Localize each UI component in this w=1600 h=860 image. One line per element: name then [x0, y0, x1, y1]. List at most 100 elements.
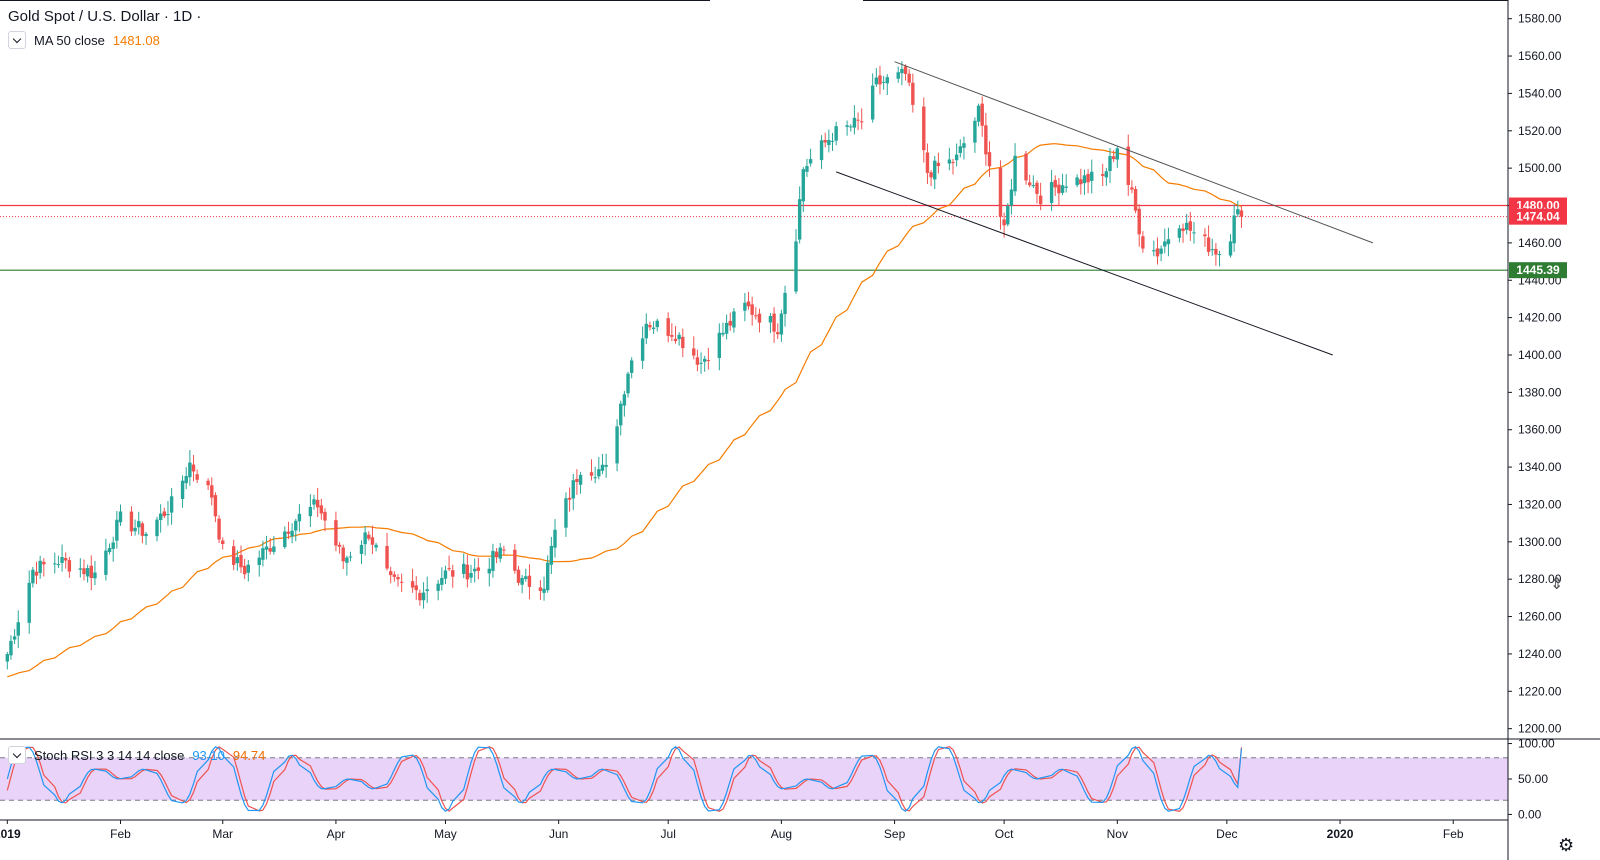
candle-body: [180, 480, 185, 499]
candle-body: [78, 568, 83, 570]
candle-body: [604, 465, 608, 467]
candle-body: [337, 544, 342, 547]
moving-average-layer: [7, 143, 1242, 678]
symbol-title[interactable]: Gold Spot / U.S. Dollar · 1D ·: [8, 8, 202, 25]
candle-body: [567, 497, 572, 500]
price-tick-label: 1260.00: [1518, 610, 1562, 624]
price-tick-label: 1560.00: [1518, 49, 1562, 63]
candle-body: [743, 302, 747, 311]
candle-body: [1177, 228, 1182, 238]
candle-body: [264, 546, 269, 550]
candle-body: [936, 162, 941, 167]
candle-body: [235, 557, 240, 564]
candle-body: [849, 126, 853, 128]
candle-body: [290, 530, 294, 537]
scale-arrows-icon[interactable]: ⇕: [1550, 576, 1564, 593]
candle-body: [797, 199, 802, 240]
candle-body: [513, 549, 517, 571]
price-tick-label: 1460.00: [1518, 236, 1562, 250]
candle-body: [571, 480, 575, 499]
candle-body: [808, 159, 813, 164]
candle-body: [396, 577, 400, 580]
axis-layer: 1200.00 1220.00 1240.00 1260.00 1280.00 1300.…: [0, 12, 1562, 841]
candle-body: [1035, 182, 1039, 194]
candle-body: [107, 548, 112, 552]
candle-body: [1053, 180, 1057, 188]
stoch-lines-layer: [6, 746, 1243, 812]
candle-body: [600, 464, 605, 471]
ma-50-line: [7, 143, 1242, 678]
candle-body: [414, 585, 418, 591]
upper-channel-line: [894, 61, 1374, 244]
candle-body: [359, 544, 364, 554]
candle-body: [242, 565, 247, 575]
candle-body: [294, 520, 298, 531]
candle-body: [392, 574, 397, 577]
candle-body: [1006, 205, 1010, 225]
candle-body: [9, 640, 13, 656]
candle-body: [856, 119, 860, 121]
price-badge-label: 1474.04: [1516, 210, 1560, 224]
candle-body: [286, 531, 291, 534]
candle-body: [319, 505, 324, 514]
candle-body: [907, 73, 911, 83]
candle-body: [998, 167, 1003, 217]
candle-body: [1163, 241, 1167, 247]
candle-body: [615, 426, 619, 464]
candle-body: [805, 166, 809, 172]
candle-body: [1108, 156, 1112, 172]
candle-body: [1130, 187, 1134, 190]
candle-body: [973, 120, 977, 143]
candle-body: [421, 592, 426, 601]
candle-body: [334, 520, 338, 546]
candle-body: [538, 587, 543, 591]
stoch-legend-label[interactable]: Stoch RSI 3 3 14 14 close: [34, 747, 185, 763]
stoch-band-fill: [0, 757, 1508, 801]
candle-body: [42, 561, 46, 565]
lower-channel-line: [835, 171, 1333, 356]
candle-body: [158, 513, 163, 521]
stoch-tick-label: 0.00: [1518, 807, 1542, 821]
candle-body: [984, 125, 988, 155]
time-tick-label: May: [434, 827, 457, 841]
candle-body: [111, 542, 115, 549]
stoch-legend-toggle-button[interactable]: [8, 746, 26, 764]
ma-legend-row: MA 50 close 1481.08: [8, 31, 160, 49]
candle-body: [1049, 182, 1054, 203]
candle-body: [210, 485, 214, 498]
candle-body: [670, 334, 674, 337]
candle-body: [717, 332, 722, 358]
candle-body: [348, 556, 353, 558]
candle-body: [323, 511, 327, 521]
candle-body: [673, 338, 678, 341]
candle-body: [425, 589, 429, 592]
candle-body: [896, 72, 900, 79]
candle-body: [1101, 174, 1105, 176]
ma-legend-label[interactable]: MA 50 close: [34, 32, 105, 48]
candle-body: [728, 320, 732, 326]
candle-body: [699, 362, 703, 364]
candle-body: [589, 472, 594, 476]
candle-body: [933, 160, 937, 180]
price-tick-label: 1360.00: [1518, 423, 1562, 437]
candle-body: [976, 105, 981, 122]
price-tick-label: 1320.00: [1518, 497, 1562, 511]
candle-body: [487, 568, 491, 574]
time-tick-label: Feb: [110, 827, 131, 841]
stoch-k-value: 93.10: [192, 747, 225, 763]
settings-gear-icon[interactable]: ⚙: [1558, 835, 1575, 855]
candle-body: [144, 533, 148, 537]
price-levels-layer: [0, 204, 1508, 271]
candle-body: [56, 564, 61, 566]
ma-legend-toggle-button[interactable]: [8, 31, 26, 49]
candle-body: [140, 523, 145, 536]
candle-body: [104, 550, 108, 575]
candle-body: [692, 348, 696, 356]
candle-body: [1104, 171, 1109, 178]
candle-body: [706, 360, 711, 362]
candle-body: [681, 336, 685, 349]
candle-body: [629, 360, 634, 373]
candle-body: [283, 531, 287, 548]
candle-body: [757, 313, 762, 323]
